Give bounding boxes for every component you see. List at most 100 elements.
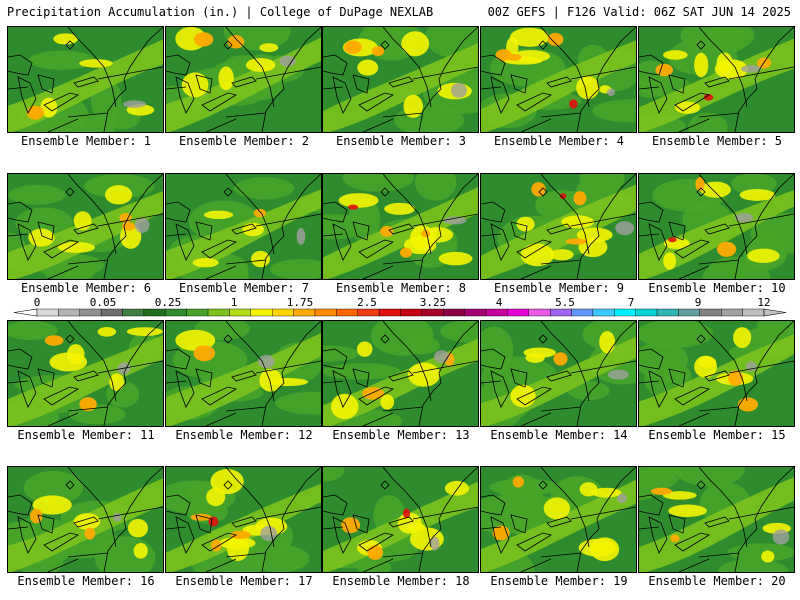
colorbar-swatch: [36, 308, 59, 317]
map-outline: [8, 467, 163, 572]
ensemble-member-map[interactable]: [480, 26, 637, 133]
colorbar-tick-label: 0: [33, 296, 41, 309]
ensemble-member-map[interactable]: [638, 466, 795, 573]
colorbar-swatch: [571, 308, 594, 317]
precip-map: [8, 27, 163, 132]
colorbar-swatch: [207, 308, 230, 317]
colorbar-swatch: [721, 308, 743, 317]
ensemble-member-map[interactable]: [7, 26, 164, 133]
colorbar-swatch: [400, 308, 423, 317]
ensemble-member-map[interactable]: [7, 320, 164, 427]
ensemble-member-label: Ensemble Member: 10: [648, 281, 786, 295]
map-outline: [166, 467, 321, 572]
colorbar-swatch: [443, 308, 465, 317]
ensemble-member-map[interactable]: [480, 466, 637, 573]
precip-map: [481, 467, 636, 572]
colorbar-swatch: [421, 308, 444, 317]
colorbar-swatch: [635, 308, 658, 317]
map-outline: [166, 27, 321, 132]
map-outline: [481, 321, 636, 426]
colorbar-swatch: [143, 308, 166, 317]
ensemble-member-label: Ensemble Member: 12: [175, 428, 313, 442]
colorbar-swatch: [79, 308, 102, 317]
colorbar-swatch: [485, 308, 508, 317]
precip-map: [639, 174, 794, 279]
map-outline: [323, 174, 478, 279]
colorbar-swatch: [336, 308, 358, 317]
map-outline: [166, 174, 321, 279]
ensemble-member-label: Ensemble Member: 19: [490, 574, 628, 588]
colorbar-swatch: [507, 308, 529, 317]
colorbar-swatch: [678, 308, 701, 317]
colorbar-swatch: [58, 308, 80, 317]
ensemble-member-label: Ensemble Member: 6: [20, 281, 152, 295]
ensemble-member-label: Ensemble Member: 2: [178, 134, 310, 148]
colorbar-swatch: [165, 308, 187, 317]
map-outline: [639, 467, 794, 572]
precip-map: [8, 467, 163, 572]
precip-map: [639, 321, 794, 426]
ensemble-member-map[interactable]: [7, 466, 164, 573]
ensemble-member-label: Ensemble Member: 15: [648, 428, 786, 442]
precip-map: [8, 174, 163, 279]
ensemble-member-map[interactable]: [165, 466, 322, 573]
precip-map: [323, 174, 478, 279]
colorbar-tick-label: 7: [627, 296, 635, 309]
precip-map: [166, 174, 321, 279]
colorbar-swatch: [656, 308, 679, 317]
colorbar-tick-label: 9: [694, 296, 702, 309]
map-outline: [481, 27, 636, 132]
ensemble-member-map[interactable]: [322, 320, 479, 427]
map-outline: [481, 174, 636, 279]
ensemble-member-map[interactable]: [322, 26, 479, 133]
ensemble-member-map[interactable]: [165, 320, 322, 427]
colorbar-swatch: [699, 308, 722, 317]
chart-title: Precipitation Accumulation (in.) | Colle…: [7, 5, 434, 19]
precipitation-colorbar: [13, 308, 787, 317]
ensemble-member-map[interactable]: [165, 26, 322, 133]
ensemble-member-map[interactable]: [638, 173, 795, 280]
colorbar-swatch: [378, 308, 401, 317]
ensemble-member-map[interactable]: [638, 26, 795, 133]
precip-map: [166, 321, 321, 426]
ensemble-member-map[interactable]: [322, 466, 479, 573]
precip-map: [323, 467, 478, 572]
colorbar-tick-label: 4: [495, 296, 503, 309]
precip-map: [481, 27, 636, 132]
precip-map: [323, 321, 478, 426]
ensemble-member-label: Ensemble Member: 8: [335, 281, 467, 295]
ensemble-member-map[interactable]: [480, 320, 637, 427]
precip-map: [639, 467, 794, 572]
colorbar-max-arrow: [763, 308, 787, 317]
ensemble-member-map[interactable]: [165, 173, 322, 280]
colorbar-swatch: [122, 308, 145, 317]
colorbar-tick-label: 1: [230, 296, 238, 309]
ensemble-member-map[interactable]: [480, 173, 637, 280]
colorbar-swatch: [186, 308, 209, 317]
colorbar-swatch: [614, 308, 636, 317]
colorbar-swatch: [314, 308, 337, 317]
ensemble-member-label: Ensemble Member: 16: [17, 574, 155, 588]
ensemble-member-label: Ensemble Member: 7: [178, 281, 310, 295]
ensemble-member-label: Ensemble Member: 11: [17, 428, 155, 442]
ensemble-member-map[interactable]: [638, 320, 795, 427]
colorbar-tick-label: 0.05: [89, 296, 117, 309]
colorbar-tick-label: 5.5: [555, 296, 575, 309]
colorbar-swatch: [250, 308, 273, 317]
colorbar-swatch: [293, 308, 316, 317]
precip-map: [481, 174, 636, 279]
valid-time-label: 00Z GEFS | F126 Valid: 06Z SAT JUN 14 20…: [487, 5, 791, 19]
colorbar-swatch: [229, 308, 252, 317]
map-outline: [166, 321, 321, 426]
colorbar-min-arrow: [13, 308, 38, 317]
colorbar-swatch: [742, 308, 765, 317]
precip-map: [639, 27, 794, 132]
colorbar-swatch: [100, 308, 123, 317]
ensemble-member-map[interactable]: [322, 173, 479, 280]
ensemble-member-label: Ensemble Member: 5: [651, 134, 783, 148]
colorbar-tick-label: 2.5: [357, 296, 377, 309]
ensemble-member-label: Ensemble Member: 17: [175, 574, 313, 588]
ensemble-member-map[interactable]: [7, 173, 164, 280]
precip-map: [166, 27, 321, 132]
colorbar-swatch: [549, 308, 572, 317]
